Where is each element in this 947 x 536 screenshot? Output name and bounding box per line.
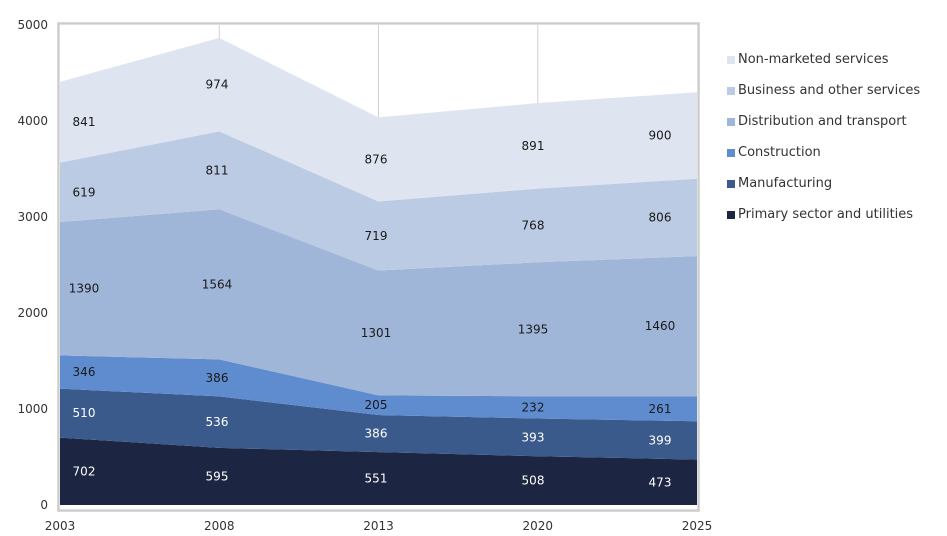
data-label-manufacturing-2020: 393 (522, 430, 545, 444)
legend-swatch (727, 86, 735, 95)
legend-label: Non-marketed services (738, 52, 889, 67)
data-label-non-marketed-services-2003: 841 (73, 115, 96, 129)
legend-item-construction: Construction (727, 137, 920, 168)
data-label-distribution-and-transport-2020: 1395 (518, 322, 549, 336)
x-tick-label-2008: 2008 (204, 519, 235, 533)
area-non-marketed-services (60, 37, 697, 202)
area-business-and-other-services (60, 131, 697, 271)
x-tick-label-2013: 2013 (363, 519, 394, 533)
x-tick-label-2020: 2020 (522, 519, 553, 533)
legend-swatch (727, 148, 735, 157)
data-label-business-and-other-services-2013: 719 (365, 229, 388, 243)
data-label-manufacturing-2003: 510 (73, 406, 96, 420)
data-label-non-marketed-services-2008: 974 (206, 78, 229, 92)
data-label-primary-sector-and-utilities-2013: 551 (365, 472, 388, 486)
data-label-distribution-and-transport-2008: 1564 (202, 277, 233, 291)
data-label-non-marketed-services-2013: 876 (365, 152, 388, 166)
axes: 0 1000 2000 3000 4000 5000 2003 2008 2013 2020 202… (17, 18, 712, 533)
y-tick-label-2000: 2000 (17, 306, 48, 320)
data-label-business-and-other-services-2003: 619 (73, 185, 96, 199)
y-tick-label-4000: 4000 (17, 114, 48, 128)
x-tick-label-2003: 2003 (45, 519, 76, 533)
legend-label: Construction (738, 145, 821, 160)
data-label-construction-2025: 261 (649, 402, 672, 416)
y-tick-label-5000: 5000 (17, 18, 48, 32)
y-tick-label-0: 0 (40, 498, 48, 512)
data-label-distribution-and-transport-2025: 1460 (645, 319, 676, 333)
data-labels: 702 595 551 508 473 510 536 386 393 399 346 386 205 2… (69, 78, 676, 490)
legend-item-business-and-other-services: Business and other services (727, 75, 920, 106)
area-series (60, 37, 697, 505)
legend: Non-marketed services Business and other … (727, 44, 920, 230)
area-manufacturing (60, 388, 697, 460)
data-label-non-marketed-services-2020: 891 (522, 139, 545, 153)
data-label-non-marketed-services-2025: 900 (649, 128, 672, 142)
legend-item-distribution-and-transport: Distribution and transport (727, 106, 920, 137)
legend-swatch (727, 55, 735, 64)
legend-swatch (727, 117, 735, 126)
data-label-business-and-other-services-2020: 768 (522, 218, 545, 232)
legend-swatch (727, 210, 735, 219)
data-label-distribution-and-transport-2003: 1390 (69, 282, 100, 296)
data-label-primary-sector-and-utilities-2008: 595 (206, 469, 229, 483)
legend-label: Business and other services (738, 83, 921, 98)
y-tick-label-1000: 1000 (17, 402, 48, 416)
data-label-construction-2008: 386 (206, 371, 229, 385)
data-label-primary-sector-and-utilities-2020: 508 (522, 474, 545, 488)
data-label-construction-2013: 205 (365, 398, 388, 412)
legend-label: Manufacturing (738, 176, 833, 191)
data-label-construction-2020: 232 (522, 400, 545, 414)
legend-label: Primary sector and utilities (738, 207, 914, 222)
data-label-primary-sector-and-utilities-2003: 702 (73, 464, 96, 478)
y-tick-label-3000: 3000 (17, 210, 48, 224)
legend-label: Distribution and transport (738, 114, 907, 129)
x-tick-label-2025: 2025 (682, 519, 713, 533)
data-label-business-and-other-services-2008: 811 (206, 163, 229, 177)
area-construction (60, 355, 697, 422)
data-label-primary-sector-and-utilities-2025: 473 (649, 475, 672, 489)
data-label-manufacturing-2013: 386 (365, 427, 388, 441)
data-label-manufacturing-2025: 399 (649, 433, 672, 447)
data-label-business-and-other-services-2025: 806 (649, 210, 672, 224)
area-distribution-and-transport (60, 209, 697, 397)
data-label-construction-2003: 346 (73, 365, 96, 379)
area-primary-sector-and-utilities (60, 437, 697, 505)
legend-item-manufacturing: Manufacturing (727, 168, 920, 199)
data-label-distribution-and-transport-2013: 1301 (361, 326, 392, 340)
legend-item-primary-sector-and-utilities: Primary sector and utilities (727, 199, 920, 230)
legend-swatch (727, 179, 735, 188)
data-label-manufacturing-2008: 536 (206, 415, 229, 429)
legend-item-non-marketed-services: Non-marketed services (727, 44, 920, 75)
